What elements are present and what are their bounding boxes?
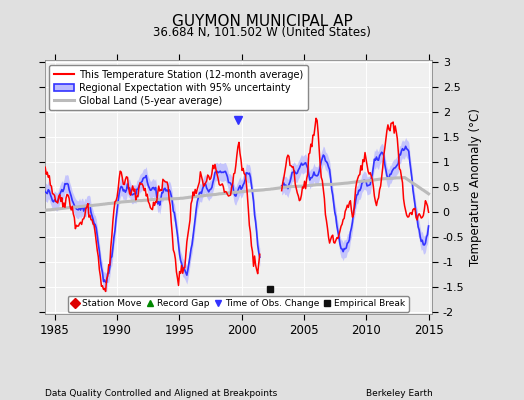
Text: GUYMON MUNICIPAL AP: GUYMON MUNICIPAL AP (172, 14, 352, 29)
Text: 36.684 N, 101.502 W (United States): 36.684 N, 101.502 W (United States) (153, 26, 371, 39)
Y-axis label: Temperature Anomaly (°C): Temperature Anomaly (°C) (468, 108, 482, 266)
Legend: Station Move, Record Gap, Time of Obs. Change, Empirical Break: Station Move, Record Gap, Time of Obs. C… (68, 296, 409, 312)
Text: Data Quality Controlled and Aligned at Breakpoints: Data Quality Controlled and Aligned at B… (45, 389, 277, 398)
Text: Berkeley Earth: Berkeley Earth (366, 389, 432, 398)
